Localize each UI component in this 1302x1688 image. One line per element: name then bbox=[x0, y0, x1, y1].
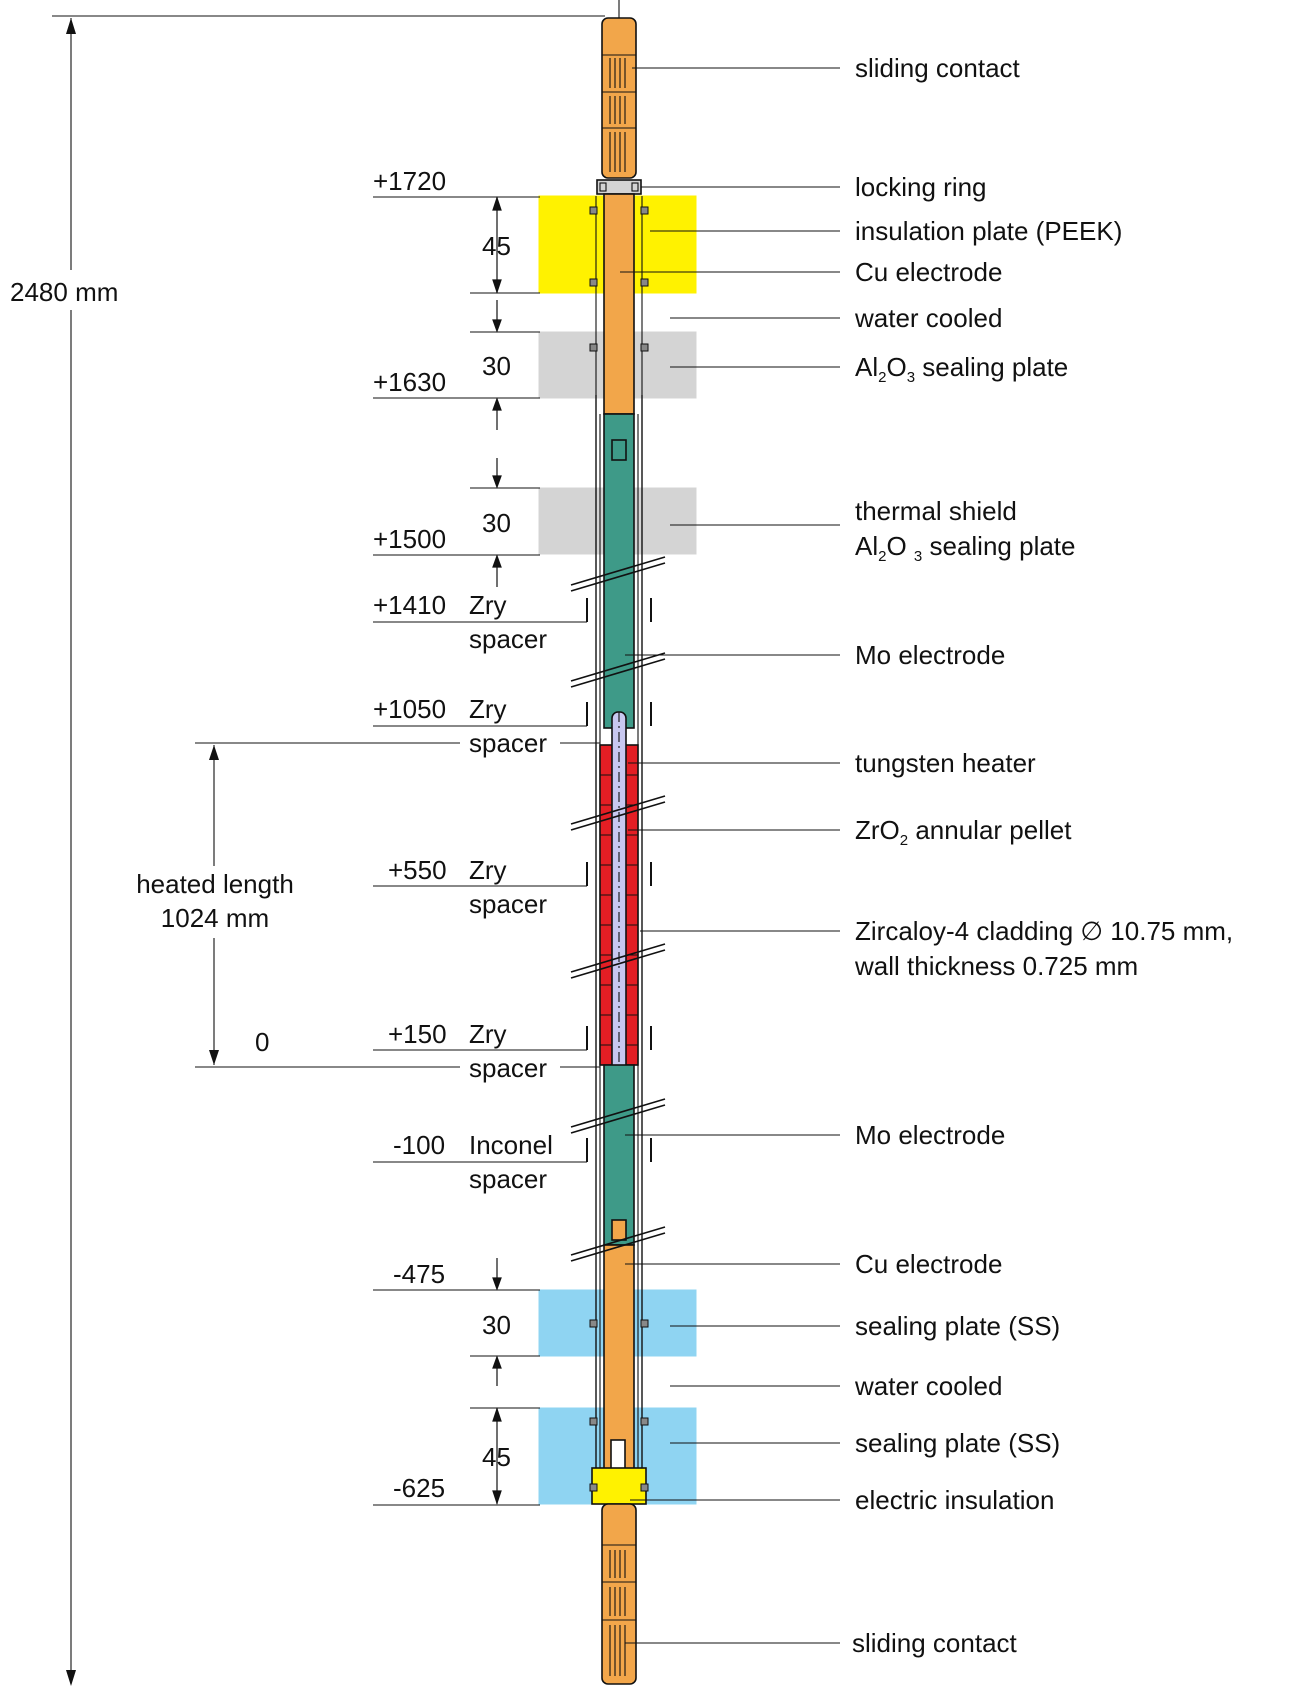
label-tungsten-heater: tungsten heater bbox=[855, 748, 1036, 778]
label-mo-electrode-top: Mo electrode bbox=[855, 640, 1005, 670]
label-water-cooled-top: water cooled bbox=[854, 303, 1002, 333]
elevation-0: 0 bbox=[255, 1027, 269, 1057]
label-cladding-line1: Zircaloy-4 cladding ∅ 10.75 mm, bbox=[855, 916, 1233, 946]
spacer-550-word: spacer bbox=[469, 889, 547, 919]
thickness-al2o3-2: 30 bbox=[482, 508, 511, 538]
thickness-arrows bbox=[492, 196, 502, 1505]
overall-dimension: 2480 mm bbox=[10, 15, 605, 1686]
elevation-minus-100: -100 bbox=[393, 1130, 445, 1160]
thickness-ss-2: 45 bbox=[482, 1442, 511, 1472]
bottom-sliding-contact bbox=[601, 1503, 637, 1685]
label-cu-electrode-top: Cu electrode bbox=[855, 257, 1002, 287]
spacer-1410-word: spacer bbox=[469, 624, 547, 654]
spacer-marks bbox=[586, 598, 652, 1162]
elevation-1050: +1050 bbox=[373, 694, 446, 724]
spacer-labels: Zry spacer Zry spacer Zry spacer Zry spa… bbox=[469, 590, 553, 1194]
label-thermal-shield-plate: Al2O 3 sealing plate bbox=[855, 531, 1076, 565]
label-insulation-plate: insulation plate (PEEK) bbox=[855, 216, 1122, 246]
thickness-peek: 45 bbox=[482, 231, 511, 261]
electric-insulation-block bbox=[591, 1467, 647, 1505]
locking-ring bbox=[596, 179, 642, 195]
label-locking-ring: locking ring bbox=[855, 172, 987, 202]
spacer-minus-100-word: spacer bbox=[469, 1164, 547, 1194]
spacer-1050-word: spacer bbox=[469, 728, 547, 758]
upper-cu-electrode bbox=[603, 193, 635, 415]
label-cladding-line2: wall thickness 0.725 mm bbox=[854, 951, 1138, 981]
overall-length-label: 2480 mm bbox=[10, 277, 118, 307]
label-mo-electrode-bottom: Mo electrode bbox=[855, 1120, 1005, 1150]
elevation-550: +550 bbox=[388, 855, 447, 885]
spacer-550-material: Zry bbox=[469, 855, 507, 885]
spacer-150-word: spacer bbox=[469, 1053, 547, 1083]
thickness-al2o3-1: 30 bbox=[482, 351, 511, 381]
label-electric-insulation: electric insulation bbox=[855, 1485, 1054, 1515]
label-thermal-shield: thermal shield bbox=[855, 496, 1017, 526]
elevation-minus-475: -475 bbox=[393, 1259, 445, 1289]
leader-lines bbox=[620, 67, 840, 1644]
top-sliding-contact bbox=[601, 0, 637, 179]
label-water-cooled-bottom: water cooled bbox=[854, 1371, 1002, 1401]
test-rod bbox=[570, 0, 666, 1685]
elevation-labels: +1720 +1630 +1500 +1410 +1050 +550 +150 … bbox=[255, 166, 447, 1503]
spacer-1050-material: Zry bbox=[469, 694, 507, 724]
heated-length-label: heated length bbox=[136, 869, 294, 899]
break-marks bbox=[570, 556, 666, 1262]
elevation-1500: +1500 bbox=[373, 524, 446, 554]
label-cu-electrode-bottom: Cu electrode bbox=[855, 1249, 1002, 1279]
elevation-1720: +1720 bbox=[373, 166, 446, 196]
label-sliding-contact-bottom: sliding contact bbox=[852, 1628, 1018, 1658]
elevation-lines bbox=[195, 196, 600, 1506]
label-zro2-pellet: ZrO2 annular pellet bbox=[855, 815, 1072, 849]
elevation-1630: +1630 bbox=[373, 367, 446, 397]
spacer-150-material: Zry bbox=[469, 1019, 507, 1049]
heated-length-value: 1024 mm bbox=[161, 903, 269, 933]
label-sealing-plate-ss-1: sealing plate (SS) bbox=[855, 1311, 1060, 1341]
elevation-1410: +1410 bbox=[373, 590, 446, 620]
label-al2o3-sealing-plate: Al2O3 sealing plate bbox=[855, 352, 1068, 386]
elevation-minus-625: -625 bbox=[393, 1473, 445, 1503]
spacer-minus-100-material: Inconel bbox=[469, 1130, 553, 1160]
label-sliding-contact-top: sliding contact bbox=[855, 53, 1021, 83]
spacer-1410-material: Zry bbox=[469, 590, 507, 620]
component-labels: sliding contact locking ring insulation … bbox=[852, 53, 1233, 1658]
thickness-labels: 45 30 30 30 45 bbox=[482, 231, 511, 1472]
lower-mo-electrode bbox=[603, 1064, 635, 1246]
heated-length-dimension: heated length 1024 mm bbox=[115, 745, 315, 1065]
elevation-150: +150 bbox=[388, 1019, 447, 1049]
thickness-ss-1: 30 bbox=[482, 1310, 511, 1340]
label-sealing-plate-ss-2: sealing plate (SS) bbox=[855, 1428, 1060, 1458]
